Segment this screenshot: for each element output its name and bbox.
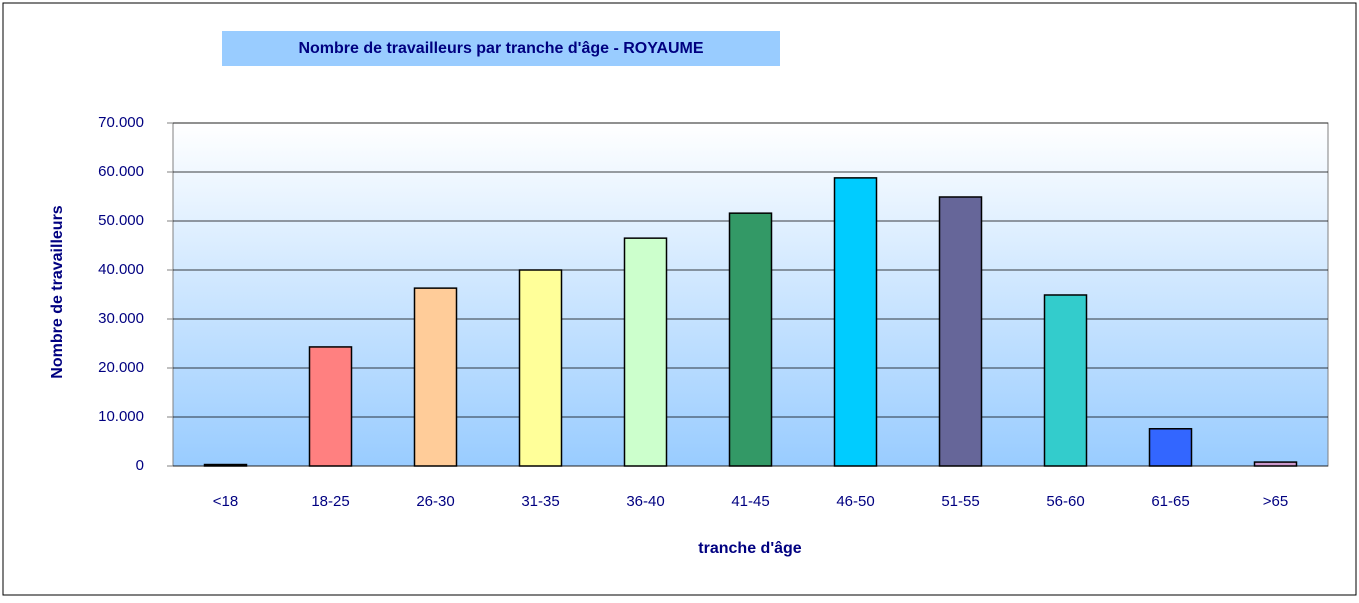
bar — [203, 463, 248, 467]
y-tick-label: 40.000 — [98, 261, 144, 278]
bar — [413, 287, 458, 467]
bar — [1148, 428, 1193, 467]
x-tick-label: 61-65 — [1151, 493, 1189, 510]
bar — [1253, 461, 1298, 467]
x-axis-label: tranche d'âge — [698, 540, 801, 557]
y-tick-label: 30.000 — [98, 310, 144, 327]
x-tick-label: 51-55 — [941, 493, 979, 510]
title-box — [222, 31, 780, 66]
bar — [728, 212, 773, 467]
x-tick-label: <18 — [213, 493, 238, 510]
chart-title: Nombre de travailleurs par tranche d'âge… — [298, 40, 703, 57]
y-tick-label: 70.000 — [98, 114, 144, 131]
x-tick-label: 31-35 — [521, 493, 559, 510]
y-tick-label: 20.000 — [98, 359, 144, 376]
x-tick-label: 26-30 — [416, 493, 454, 510]
x-tick-label: 46-50 — [836, 493, 874, 510]
x-tick-label: 56-60 — [1046, 493, 1084, 510]
x-tick-label: 18-25 — [311, 493, 349, 510]
x-tick-label: 36-40 — [626, 493, 664, 510]
y-tick-label: 0 — [136, 457, 144, 474]
y-tick-label: 10.000 — [98, 408, 144, 425]
bar — [623, 237, 668, 467]
bar — [833, 177, 878, 467]
y-tick-label: 50.000 — [98, 212, 144, 229]
y-tick-label: 60.000 — [98, 163, 144, 180]
x-tick-label: 41-45 — [731, 493, 769, 510]
bar — [938, 196, 983, 467]
bar — [1043, 294, 1088, 467]
x-tick-label: >65 — [1263, 493, 1288, 510]
bar — [518, 269, 563, 467]
y-axis-label: Nombre de travailleurs — [49, 205, 66, 379]
bar — [308, 346, 353, 467]
